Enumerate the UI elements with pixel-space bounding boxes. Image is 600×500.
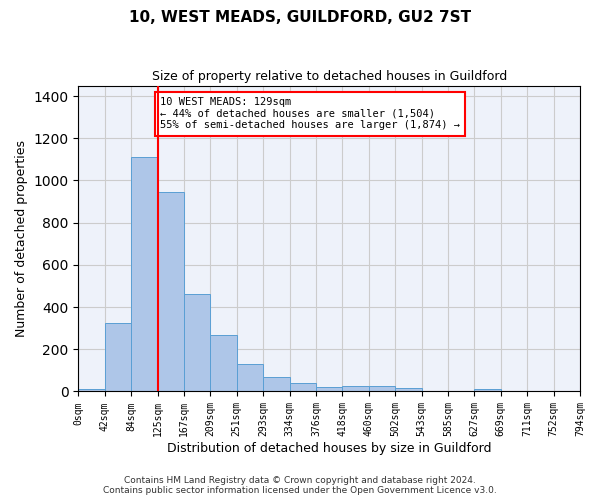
Bar xyxy=(184,294,211,392)
Bar xyxy=(211,334,237,392)
Text: Contains HM Land Registry data © Crown copyright and database right 2024.
Contai: Contains HM Land Registry data © Crown c… xyxy=(103,476,497,495)
Bar xyxy=(475,390,501,392)
Bar xyxy=(369,386,395,392)
Bar xyxy=(290,384,316,392)
Text: 10, WEST MEADS, GUILDFORD, GU2 7ST: 10, WEST MEADS, GUILDFORD, GU2 7ST xyxy=(129,10,471,25)
Bar xyxy=(79,390,105,392)
Text: 10 WEST MEADS: 129sqm
← 44% of detached houses are smaller (1,504)
55% of semi-d: 10 WEST MEADS: 129sqm ← 44% of detached … xyxy=(160,97,460,130)
Bar xyxy=(131,158,158,392)
Bar xyxy=(105,323,131,392)
Bar xyxy=(343,386,369,392)
Bar xyxy=(237,364,263,392)
Bar xyxy=(316,387,343,392)
X-axis label: Distribution of detached houses by size in Guildford: Distribution of detached houses by size … xyxy=(167,442,491,455)
Bar xyxy=(263,377,290,392)
Bar xyxy=(395,388,422,392)
Title: Size of property relative to detached houses in Guildford: Size of property relative to detached ho… xyxy=(152,70,507,83)
Bar xyxy=(158,192,184,392)
Y-axis label: Number of detached properties: Number of detached properties xyxy=(15,140,28,337)
